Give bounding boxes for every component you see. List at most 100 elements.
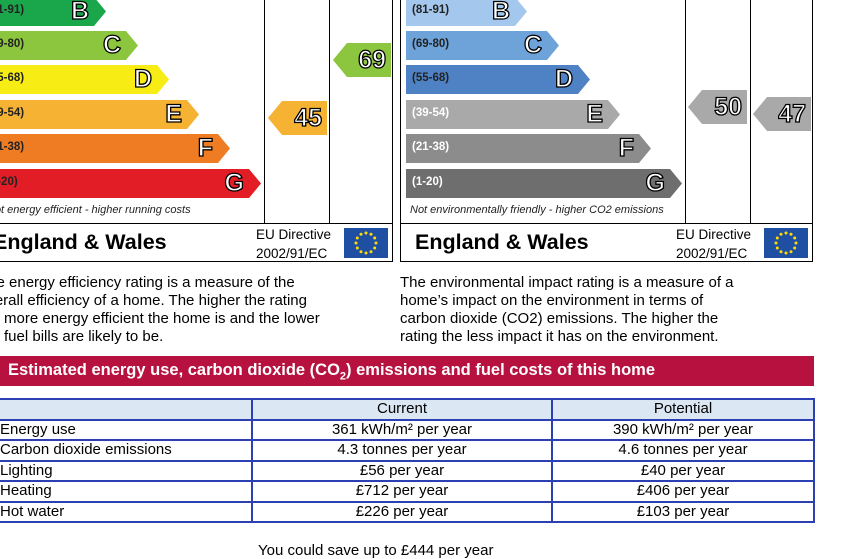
energy-band-e: (39-54) E <box>0 100 199 129</box>
environment-rating-panel: (81-91) B (69-80) C (55-68) D (39-54) E … <box>400 0 813 262</box>
energy-band-f: (21-38) F <box>0 134 230 163</box>
directive-line-2: 2002/91/EC <box>676 246 748 261</box>
environment-scale-caption: Not environmentally friendly - higher CO… <box>410 204 664 216</box>
row-current: 361 kWh/m² per year <box>251 418 553 441</box>
energy-potential-rating: 69 <box>333 43 391 77</box>
header-blank <box>0 398 253 421</box>
eu-flag-icon <box>764 228 808 258</box>
environment-band-g: (1-20) G <box>406 169 682 198</box>
description-line: home’s impact on the environment in term… <box>400 292 704 309</box>
band-range: (81-91) <box>412 4 450 16</box>
band-range: (39-54) <box>0 107 25 119</box>
row-label: Hot water <box>0 500 253 523</box>
heading-part: ) emissions and fuel costs of this home <box>346 361 656 379</box>
band-letter: G <box>224 169 244 197</box>
band-letter: E <box>586 100 603 128</box>
row-potential: £40 per year <box>551 459 815 482</box>
band-range: (55-68) <box>412 72 450 84</box>
heading-part: Estimated energy use, carbon dioxide (CO <box>8 361 340 379</box>
description-line: rating the less impact it has on the env… <box>400 328 719 345</box>
description-line: the more energy efficient the home is an… <box>0 310 320 327</box>
eu-directive-label: EU Directive 2002/91/EC <box>676 225 751 263</box>
potential-column-divider <box>750 0 751 224</box>
band-letter: F <box>197 134 213 162</box>
energy-band-b: (81-91) B <box>0 0 106 26</box>
band-range: (1-20) <box>412 176 443 188</box>
current-column-divider <box>685 0 686 224</box>
description-line: The energy efficiency rating is a measur… <box>0 274 295 291</box>
energy-current-rating: 45 <box>268 101 327 135</box>
band-letter: F <box>618 134 634 162</box>
table-row: Energy use 361 kWh/m² per year 390 kWh/m… <box>0 418 815 441</box>
section-banner: Estimated energy use, carbon dioxide (CO… <box>0 356 814 386</box>
environment-band-e: (39-54) E <box>406 100 620 129</box>
panel-divider <box>0 223 392 224</box>
energy-rating-description: The energy efficiency rating is a measur… <box>0 274 320 346</box>
description-line: overall efficiency of a home. The higher… <box>0 292 307 309</box>
environment-band-c: (69-80) C <box>406 31 559 60</box>
energy-band-d: (55-68) D <box>0 65 169 94</box>
band-letter: E <box>165 100 182 128</box>
energy-scale-caption: Not energy efficient - higher running co… <box>0 204 191 216</box>
energy-use-table: Current Potential Energy use 361 kWh/m² … <box>0 398 815 523</box>
environment-potential-rating: 47 <box>753 97 811 131</box>
table-row: Heating £712 per year £406 per year <box>0 480 815 503</box>
environment-band-f: (21-38) F <box>406 134 651 163</box>
band-range: (81-91) <box>0 4 25 16</box>
panel-divider <box>401 223 812 224</box>
energy-band-c: (69-80) C <box>0 31 138 60</box>
band-range: (21-38) <box>0 141 25 153</box>
environment-current-rating: 50 <box>688 90 747 124</box>
table-row: Hot water £226 per year £103 per year <box>0 500 815 523</box>
environment-band-b: (81-91) B <box>406 0 527 26</box>
row-current: 4.3 tonnes per year <box>251 439 553 462</box>
environment-band-d: (55-68) D <box>406 65 590 94</box>
current-rating-value: 50 <box>714 92 743 121</box>
region-label: England & Wales <box>0 230 167 254</box>
band-range: (1-20) <box>1 176 18 188</box>
band-range: (55-68) <box>0 72 25 84</box>
band-letter: C <box>523 31 542 59</box>
potential-column-divider <box>329 0 330 224</box>
energy-band-g: (1-20) G <box>0 169 261 198</box>
current-column-divider <box>264 0 265 224</box>
directive-line-1: EU Directive <box>256 227 332 242</box>
band-range: (39-54) <box>412 107 450 119</box>
band-range: (21-38) <box>412 141 450 153</box>
table-header-row: Current Potential <box>0 398 815 421</box>
directive-line-1: EU Directive <box>676 227 752 242</box>
table-row: Carbon dioxide emissions 4.3 tonnes per … <box>0 439 815 462</box>
band-letter: D <box>554 65 573 93</box>
row-current: £712 per year <box>251 480 553 503</box>
row-label: Lighting <box>0 459 253 482</box>
description-line: the fuel bills are likely to be. <box>0 328 164 345</box>
row-potential: £103 per year <box>551 500 815 523</box>
band-range: (69-80) <box>0 38 25 50</box>
header-current: Current <box>251 398 553 421</box>
potential-rating-value: 69 <box>358 45 387 74</box>
heading-subscript: 2 <box>339 370 347 383</box>
eu-directive-label: EU Directive 2002/91/EC <box>256 225 331 263</box>
description-line: The environmental impact rating is a mea… <box>400 274 734 291</box>
band-letter: B <box>70 0 89 25</box>
band-letter: C <box>102 31 121 59</box>
row-potential: £406 per year <box>551 480 815 503</box>
band-letter: G <box>645 169 665 197</box>
environment-rating-description: The environmental impact rating is a mea… <box>400 274 734 346</box>
row-potential: 390 kWh/m² per year <box>551 418 815 441</box>
region-label: England & Wales <box>415 230 589 254</box>
potential-rating-value: 47 <box>778 99 807 128</box>
row-potential: 4.6 tonnes per year <box>551 439 815 462</box>
header-potential: Potential <box>551 398 815 421</box>
band-letter: B <box>491 0 510 25</box>
row-label: Energy use <box>0 418 253 441</box>
current-rating-value: 45 <box>294 103 323 132</box>
row-current: £226 per year <box>251 500 553 523</box>
band-letter: D <box>133 65 152 93</box>
row-label: Heating <box>0 480 253 503</box>
savings-note: You could save up to £444 per year <box>258 542 494 559</box>
band-range: (69-80) <box>412 38 450 50</box>
row-current: £56 per year <box>251 459 553 482</box>
table-row: Lighting £56 per year £40 per year <box>0 459 815 482</box>
energy-rating-panel: (81-91) B (69-80) C (55-68) D (39-54) E … <box>0 0 393 262</box>
